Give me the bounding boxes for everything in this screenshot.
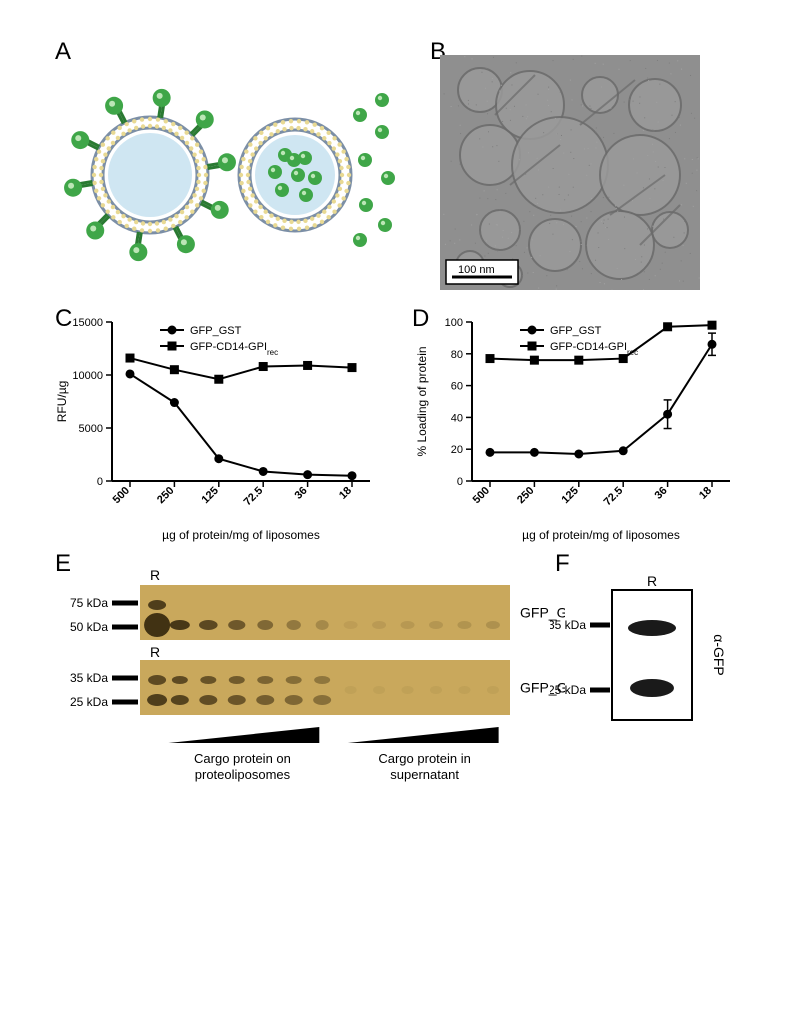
- svg-text:18: 18: [697, 485, 714, 502]
- svg-text:R: R: [150, 567, 160, 583]
- svg-text:µg of protein/mg of liposomes: µg of protein/mg of liposomes: [162, 528, 320, 542]
- svg-text:35 kDa: 35 kDa: [550, 618, 586, 632]
- svg-text:18: 18: [337, 485, 354, 502]
- svg-text:α-GFP: α-GFP: [711, 634, 727, 676]
- svg-text:R: R: [647, 573, 657, 589]
- svg-text:500: 500: [111, 485, 132, 506]
- svg-text:0: 0: [97, 476, 103, 488]
- svg-text:36: 36: [653, 485, 670, 502]
- svg-text:0: 0: [457, 476, 463, 488]
- panel-b-image: 100 nm: [440, 55, 700, 290]
- svg-text:25 kDa: 25 kDa: [550, 683, 586, 697]
- panel-d-chart: 0 20 40 60 80 100 500 250 125 72.5 36 18 µg of prote…: [410, 310, 740, 545]
- svg-text:10000: 10000: [72, 370, 103, 382]
- svg-text:R: R: [150, 644, 160, 660]
- svg-text:72.5: 72.5: [242, 485, 266, 509]
- svg-text:125: 125: [559, 485, 580, 506]
- svg-text:100: 100: [445, 317, 463, 329]
- svg-text:250: 250: [515, 485, 536, 506]
- svg-text:RFU/µg: RFU/µg: [55, 381, 69, 423]
- svg-text:36: 36: [293, 485, 310, 502]
- svg-text:15000: 15000: [72, 317, 103, 329]
- svg-text:Cargo protein in: Cargo protein in: [378, 751, 471, 766]
- svg-text:60: 60: [451, 381, 463, 393]
- svg-text:Cargo protein on: Cargo protein on: [194, 751, 291, 766]
- panel-f-blot: R 35 kDa 25 kDa α-GFP: [550, 570, 750, 770]
- svg-text:% Loading of protein: % Loading of protein: [415, 346, 429, 456]
- svg-text:GFP_GST: GFP_GST: [550, 325, 602, 337]
- svg-text:25 kDa: 25 kDa: [70, 695, 108, 709]
- svg-text:100 nm: 100 nm: [458, 264, 495, 276]
- svg-text:proteoliposomes: proteoliposomes: [195, 767, 291, 782]
- panel-e-gel: R75 kDa50 kDaGFP_GSTR35 kDa25 kDaGFP_GPI…: [45, 560, 565, 910]
- svg-text:GFP-CD14-GPIrec: GFP-CD14-GPIrec: [190, 341, 278, 357]
- panel-a-schematic: [60, 60, 400, 280]
- svg-text:20: 20: [451, 444, 463, 456]
- svg-text:500: 500: [471, 485, 492, 506]
- svg-text:supernatant: supernatant: [390, 767, 459, 782]
- svg-text:50 kDa: 50 kDa: [70, 620, 108, 634]
- svg-text:5000: 5000: [79, 423, 103, 435]
- figure-root: A B C D E F 100 nm 050001000015000500250…: [0, 0, 800, 1012]
- svg-text:125: 125: [199, 485, 220, 506]
- svg-text:µg of protein/mg of liposomes: µg of protein/mg of liposomes: [522, 528, 680, 542]
- svg-text:75 kDa: 75 kDa: [70, 596, 108, 610]
- svg-text:GFP_GST: GFP_GST: [190, 325, 242, 337]
- svg-text:72.5: 72.5: [602, 485, 626, 509]
- svg-text:40: 40: [451, 412, 463, 424]
- svg-text:80: 80: [451, 349, 463, 361]
- svg-text:35 kDa: 35 kDa: [70, 671, 108, 685]
- svg-text:250: 250: [155, 485, 176, 506]
- panel-c-chart: 0 5000 10000 15000 500 250 125 72.5 36 18 µg of pr…: [50, 310, 380, 545]
